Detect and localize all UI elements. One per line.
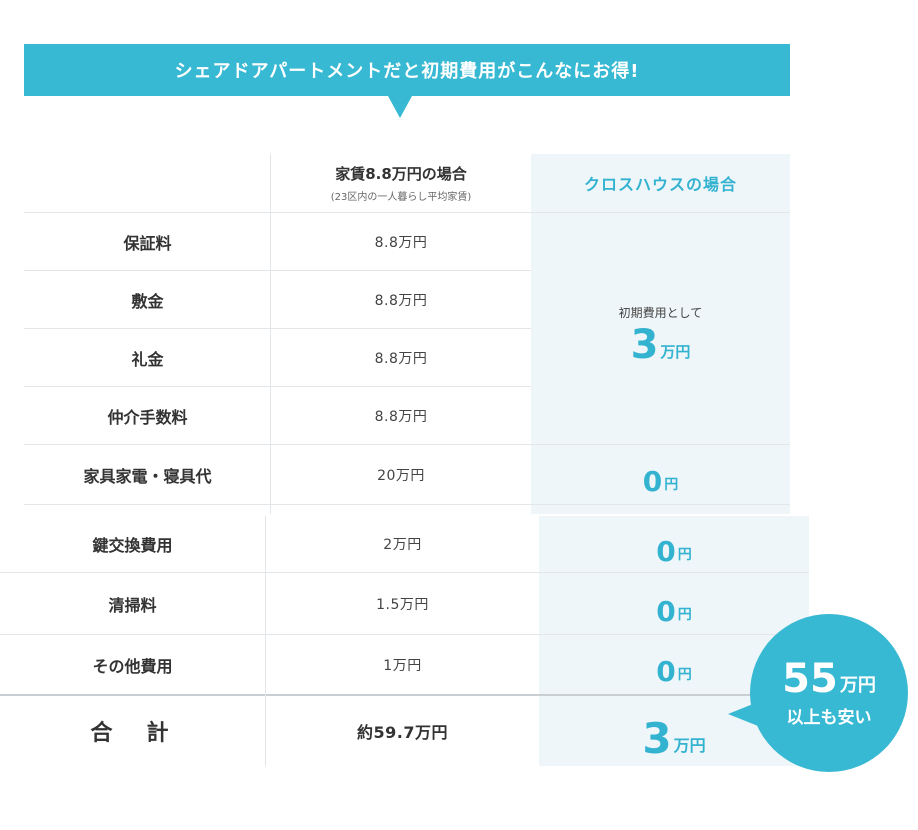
total-rent-value: 約59.7万円: [357, 723, 448, 742]
header-rent-title: 家賃8.8万円の場合: [335, 165, 467, 183]
total-cross-unit: 万円: [673, 736, 706, 755]
savings-bubble: 55 万円 以上も安い: [750, 614, 908, 772]
row-rent-value: 1.5万円: [376, 597, 429, 613]
total-divider: [0, 694, 809, 696]
row-rent-value: 1万円: [383, 658, 422, 674]
banner-text: シェアドアパートメントだと初期費用がこんなにお得!: [174, 61, 640, 82]
total-label: 合 計: [90, 721, 175, 746]
savings-unit: 万円: [839, 674, 876, 696]
cross-value-number: 0: [656, 595, 676, 628]
savings-amount: 55 万円: [782, 659, 876, 699]
row-label: 保証料: [123, 234, 172, 253]
row-rent-value: 8.8万円: [374, 409, 428, 425]
cross-value-number: 0: [656, 655, 676, 688]
merged-number: 3: [630, 322, 659, 368]
row-label: 仲介手数料: [107, 408, 188, 427]
row-label: 家具家電・寝具代: [83, 467, 212, 486]
cross-value-unit: 円: [664, 477, 679, 493]
row-rent-value: 8.8万円: [374, 235, 428, 251]
divider: [24, 212, 790, 213]
header-cross-cell: クロスハウスの場合: [583, 175, 737, 194]
divider: [0, 634, 809, 635]
row-rent-value: 8.8万円: [374, 293, 428, 309]
divider: [24, 386, 531, 387]
divider: [24, 444, 790, 445]
cross-value-unit: 円: [677, 547, 692, 563]
header-rent-cell: 家賃8.8万円の場合 (23区内の一人暮らし平均家賃): [271, 154, 531, 212]
row-rent-value: 8.8万円: [374, 351, 428, 367]
row-label: 敷金: [131, 292, 164, 311]
divider: [24, 328, 531, 329]
cross-column-panel: [531, 154, 790, 514]
savings-subtext: 以上も安い: [786, 707, 872, 728]
row-label: 清掃料: [108, 596, 157, 615]
divider: [265, 516, 266, 766]
row-label: 鍵交換費用: [92, 536, 173, 555]
total-cross-value: 3 万円: [539, 696, 809, 762]
merged-caption: 初期費用として: [618, 306, 703, 320]
banner-pointer: [388, 96, 412, 118]
divider: [270, 154, 271, 514]
merged-amount: 3 万円: [631, 325, 691, 365]
savings-number: 55: [782, 655, 838, 702]
banner: シェアドアパートメントだと初期費用がこんなにお得!: [24, 44, 790, 96]
total-cross-number: 3: [642, 714, 672, 763]
row-rent-value: 2万円: [383, 537, 422, 553]
cross-value-unit: 円: [677, 607, 692, 623]
divider: [0, 572, 809, 573]
merged-cross-cell: 初期費用として 3 万円: [531, 290, 790, 380]
cross-value-number: 0: [642, 465, 663, 498]
cross-value-number: 0: [656, 535, 676, 568]
cross-value-unit: 円: [677, 667, 692, 683]
merged-unit: 万円: [660, 343, 691, 361]
row-label: 礼金: [131, 350, 164, 369]
divider: [24, 504, 790, 505]
header-rent-subtitle: (23区内の一人暮らし平均家賃): [330, 192, 472, 203]
row-label: その他費用: [92, 657, 173, 676]
row-rent-value: 20万円: [377, 468, 425, 484]
divider: [24, 270, 531, 271]
